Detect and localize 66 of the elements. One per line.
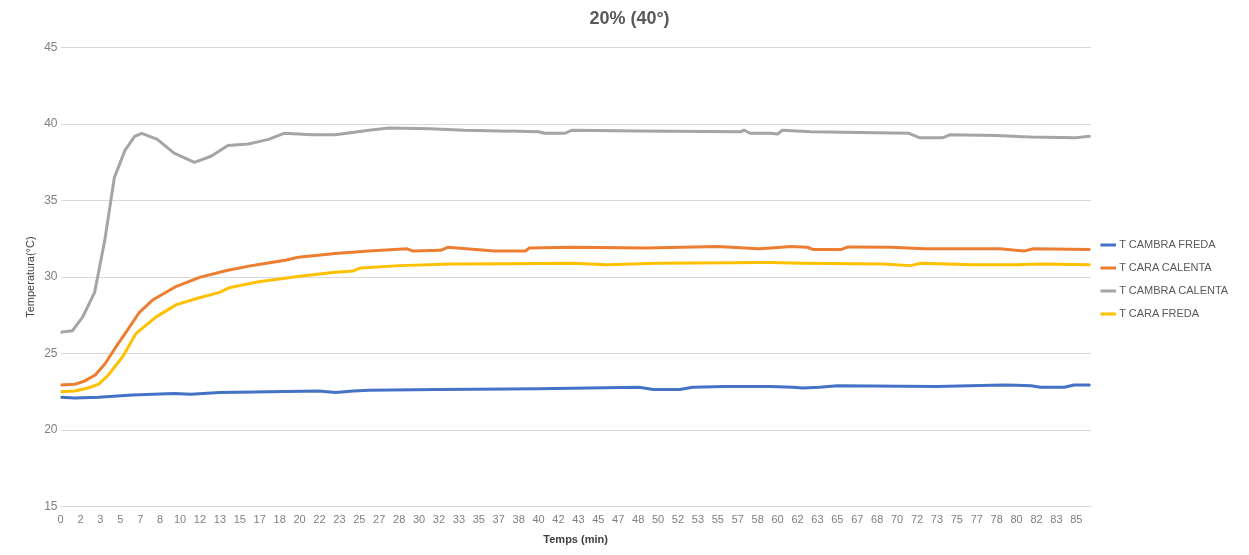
legend-label: T CARA FREDA (1119, 307, 1200, 320)
y-tick-label: 45 (44, 39, 58, 54)
x-tick-label: 73 (930, 513, 944, 526)
x-tick-label: 2 (77, 513, 84, 526)
x-tick-label: 47 (612, 513, 625, 526)
y-axis-title: Temperatura(°C) (23, 236, 36, 318)
x-tick-label: 83 (1050, 513, 1063, 526)
x-tick-label: 38 (512, 513, 525, 526)
x-tick-label: 85 (1070, 513, 1083, 526)
x-tick-label: 42 (552, 513, 565, 526)
x-tick-label: 60 (771, 513, 784, 526)
x-tick-label: 3 (97, 513, 104, 526)
y-tick-label: 15 (44, 498, 58, 513)
x-tick-label: 52 (671, 513, 685, 526)
y-tick-label: 20 (44, 422, 58, 437)
x-tick-label: 63 (811, 513, 824, 526)
x-tick-label: 20 (293, 513, 306, 526)
legend-label: T CAMBRA CALENTA (1119, 284, 1229, 297)
x-tick-label: 67 (851, 513, 864, 526)
x-tick-label: 43 (572, 513, 585, 526)
x-tick-label: 72 (910, 513, 924, 526)
x-tick-label: 53 (691, 513, 705, 526)
x-tick-label: 37 (492, 513, 505, 526)
x-tick-label: 12 (193, 513, 207, 526)
x-tick-label: 58 (751, 513, 764, 526)
x-tick-label: 8 (157, 513, 164, 526)
x-tick-label: 18 (273, 513, 286, 526)
x-tick-label: 23 (333, 513, 346, 526)
x-tick-label: 35 (472, 513, 485, 526)
y-tick-label: 40 (44, 116, 58, 131)
x-tick-label: 5 (117, 513, 124, 526)
x-tick-label: 0 (57, 513, 64, 526)
x-tick-label: 68 (871, 513, 884, 526)
x-tick-label: 33 (452, 513, 466, 526)
y-tick-label: 25 (44, 345, 58, 360)
x-tick-label: 10 (173, 513, 187, 526)
x-tick-label: 77 (970, 513, 983, 526)
x-tick-label: 17 (253, 513, 266, 526)
x-tick-label: 40 (532, 513, 545, 526)
y-tick-label: 30 (44, 269, 58, 284)
legend-label: T CAMBRA FREDA (1119, 238, 1217, 251)
x-tick-label: 62 (791, 513, 804, 526)
x-tick-label: 78 (990, 513, 1003, 526)
x-axis-title: Temps (min) (543, 533, 609, 546)
x-tick-label: 28 (393, 513, 406, 526)
x-tick-label: 15 (233, 513, 246, 526)
x-tick-label: 75 (950, 513, 963, 526)
x-tick-label: 25 (353, 513, 366, 526)
x-tick-label: 55 (711, 513, 724, 526)
x-tick-label: 65 (831, 513, 844, 526)
x-tick-label: 50 (651, 513, 665, 526)
chart-title: 20% (40°) (589, 7, 670, 28)
y-tick-label: 35 (44, 192, 58, 207)
x-tick-label: 57 (731, 513, 744, 526)
x-tick-label: 48 (632, 513, 645, 526)
x-tick-label: 82 (1030, 513, 1043, 526)
x-tick-label: 30 (412, 513, 426, 526)
x-tick-label: 22 (313, 513, 326, 526)
x-tick-label: 70 (890, 513, 904, 526)
x-tick-label: 32 (432, 513, 446, 526)
legend-label: T CARA CALENTA (1119, 261, 1213, 274)
x-tick-label: 7 (137, 513, 144, 526)
x-tick-label: 13 (213, 513, 227, 526)
x-tick-label: 45 (592, 513, 605, 526)
x-tick-label: 80 (1010, 513, 1023, 526)
x-tick-label: 27 (373, 513, 386, 526)
